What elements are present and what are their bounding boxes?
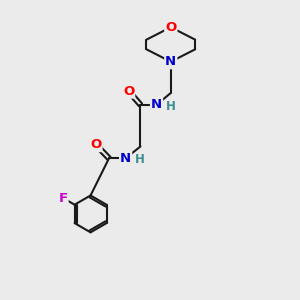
Text: H: H [166, 100, 175, 112]
Text: O: O [165, 21, 176, 34]
Text: F: F [58, 191, 68, 205]
Text: N: N [165, 55, 176, 68]
Text: N: N [151, 98, 162, 111]
Text: H: H [134, 153, 144, 166]
Text: N: N [120, 152, 131, 165]
Text: O: O [123, 85, 134, 98]
Text: O: O [90, 138, 101, 151]
